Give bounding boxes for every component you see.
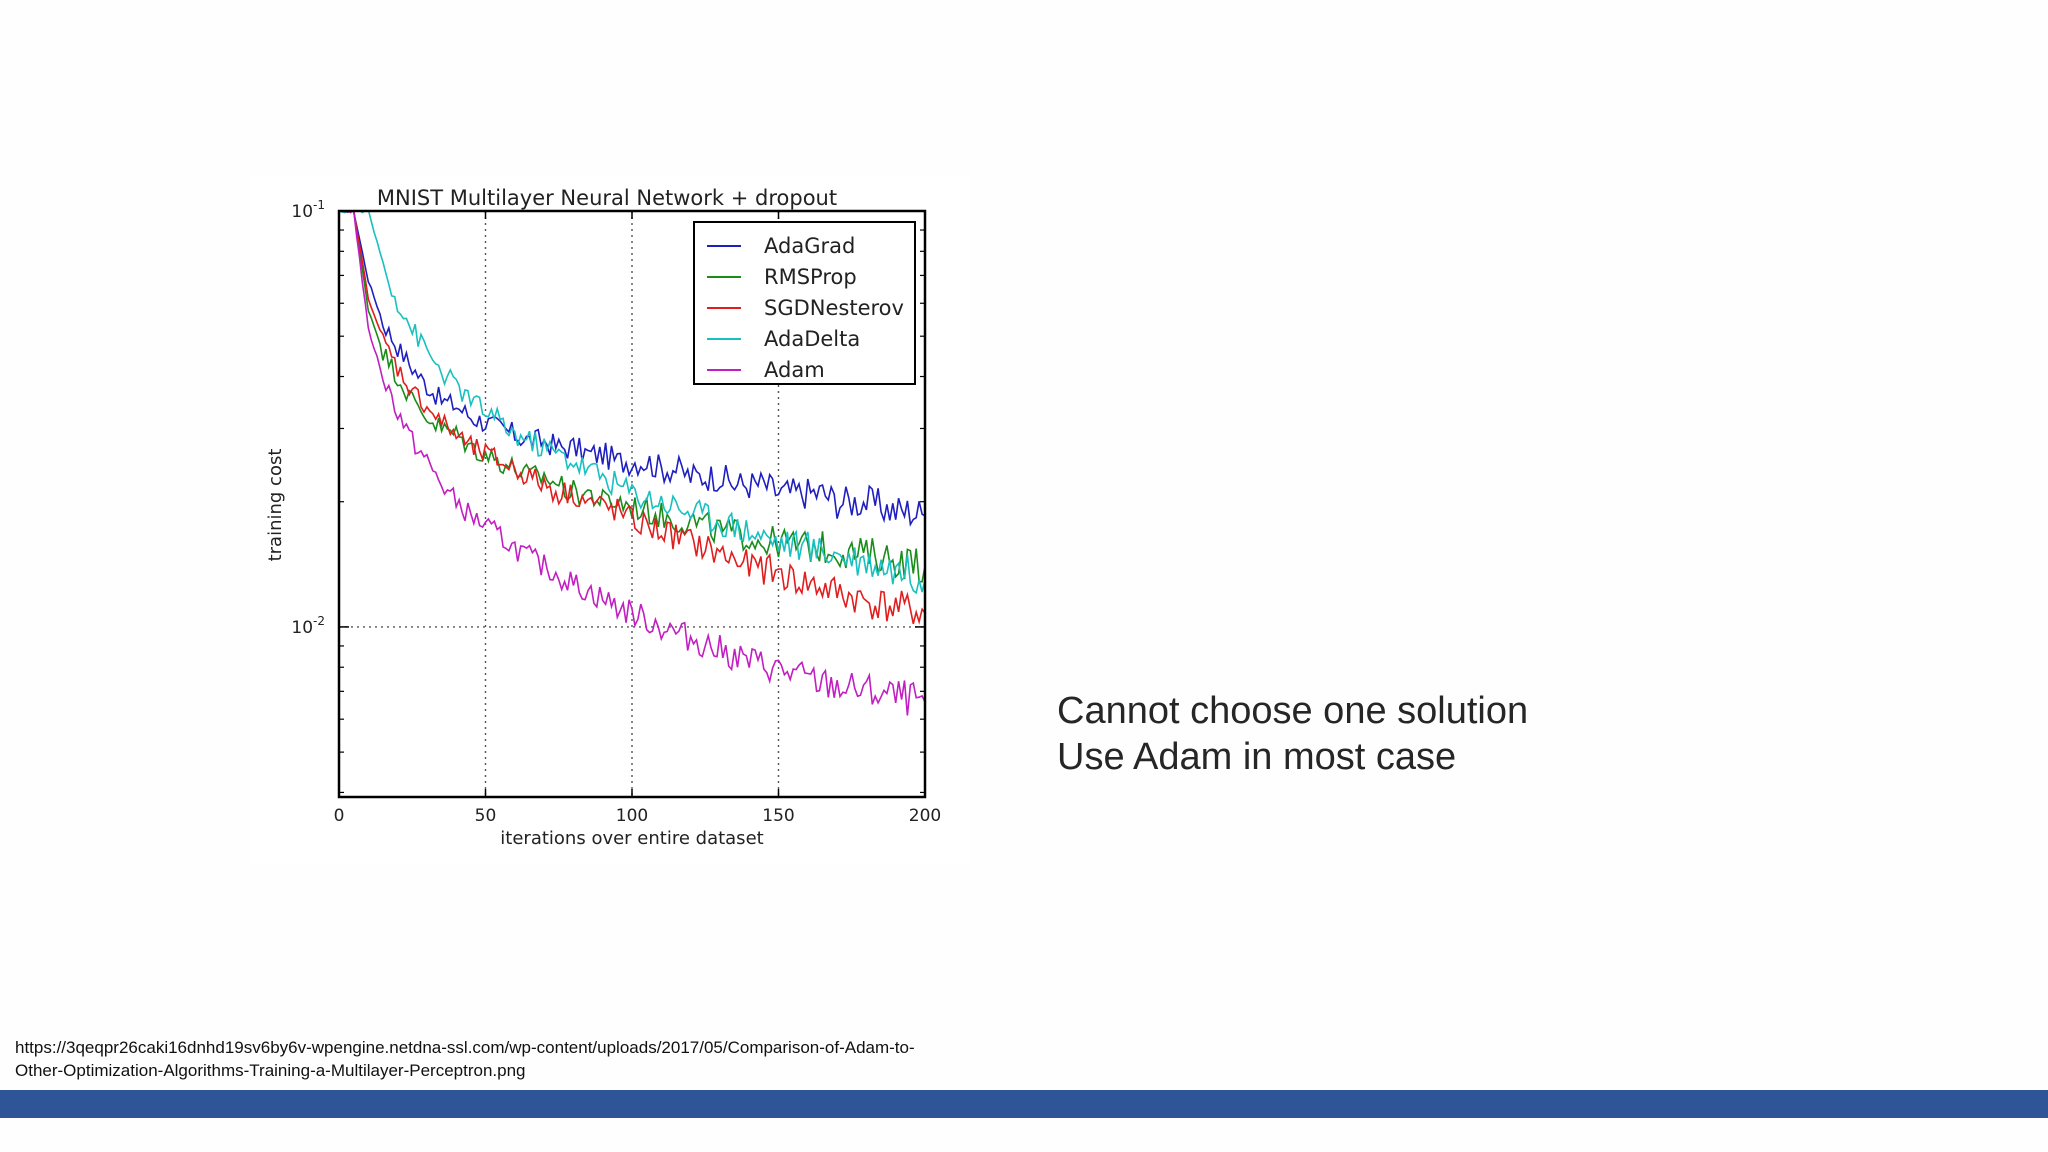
series-line-adagrad <box>342 211 925 527</box>
legend-label-adagrad: AdaGrad <box>764 234 855 258</box>
legend-label-sgdnesterov: SGDNesterov <box>764 296 904 320</box>
x-tick-label: 150 <box>762 806 794 826</box>
x-tick-label: 100 <box>616 806 648 826</box>
series-line-adadelta <box>339 211 925 595</box>
x-tick-label: 200 <box>909 806 941 826</box>
chart-x-axis-label: iterations over entire dataset <box>500 828 763 849</box>
y-tick-label: 10-2 <box>291 614 325 638</box>
chart-figure: MNIST Multilayer Neural Network + dropou… <box>250 175 970 865</box>
legend-label-adadelta: AdaDelta <box>764 327 860 351</box>
x-tick-label: 0 <box>334 806 345 826</box>
chart-legend: AdaGrad RMSProp SGDNesterov AdaDelta Adam <box>693 221 916 385</box>
series-line-sgdnesterov <box>347 211 925 625</box>
series-line-rmsprop <box>339 211 925 583</box>
source-url-line-2: Other-Optimization-Algorithms-Training-a… <box>15 1061 526 1080</box>
y-tick-label: 10-1 <box>291 198 325 222</box>
bullet-line-2: Use Adam in most case <box>1057 736 1457 778</box>
source-url-line-1: https://3qeqpr26caki16dnhd19sv6by6v-wpen… <box>15 1038 915 1057</box>
footer-bar <box>0 1090 2048 1118</box>
chart-series-group <box>339 211 925 716</box>
slide-bullet-text: Cannot choose one solution Use Adam in m… <box>1057 688 1528 780</box>
x-tick-label: 50 <box>475 806 497 826</box>
series-line-adam <box>340 211 925 716</box>
chart-title: MNIST Multilayer Neural Network + dropou… <box>377 186 837 210</box>
chart-svg: MNIST Multilayer Neural Network + dropou… <box>265 186 941 849</box>
legend-box <box>693 221 916 385</box>
legend-label-rmsprop: RMSProp <box>764 265 857 289</box>
bullet-line-1: Cannot choose one solution <box>1057 690 1529 732</box>
chart-ticks: 0 50 100 150 200 10-1 10-2 <box>291 198 941 826</box>
chart-y-axis-label: training cost <box>265 449 286 562</box>
legend-label-adam: Adam <box>764 358 825 382</box>
source-citation: https://3qeqpr26caki16dnhd19sv6by6v-wpen… <box>15 1036 1015 1082</box>
